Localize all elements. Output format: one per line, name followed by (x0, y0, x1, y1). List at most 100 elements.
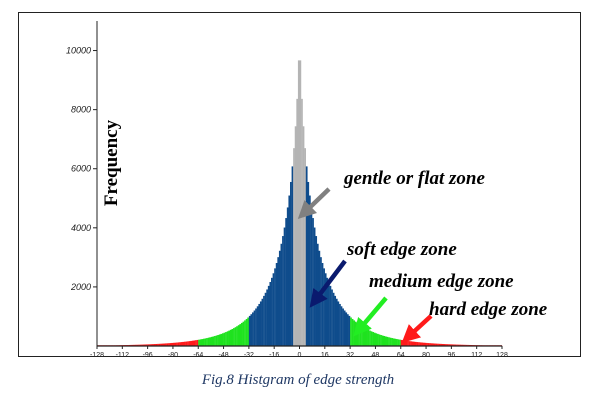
histogram-bar (215, 335, 218, 346)
histogram-bar (134, 344, 137, 346)
histogram-bar (375, 333, 378, 346)
histogram-bar (247, 317, 250, 346)
histogram-bar (214, 335, 216, 346)
x-tick-label: -80 (168, 352, 178, 358)
histogram-bar (256, 306, 259, 346)
histogram-bar (202, 338, 205, 346)
histogram-bar (438, 343, 441, 346)
histogram-bar (146, 344, 148, 346)
histogram-bar (416, 342, 419, 346)
histogram-bar (291, 166, 294, 346)
histogram-bar (141, 344, 144, 346)
histogram-bar (274, 268, 276, 346)
x-tick-label: -112 (116, 352, 130, 358)
x-tick-label: 80 (422, 352, 430, 358)
histogram-bar (212, 336, 215, 346)
histogram-bar (308, 195, 311, 346)
histogram-bar (229, 329, 232, 346)
y-tick-label: 2000 (70, 282, 91, 292)
histogram-bar (378, 334, 381, 346)
histogram-bar (426, 342, 428, 346)
histogram-bar (452, 344, 455, 346)
x-tick-label: 32 (346, 352, 354, 358)
zone-label: soft edge zone (346, 239, 457, 260)
histogram-bar (456, 344, 458, 346)
histogram-bar (446, 344, 449, 346)
histogram-bar (264, 292, 267, 346)
histogram-bar (362, 327, 365, 346)
histogram-bar (312, 218, 314, 346)
x-tick-label: -48 (219, 352, 229, 358)
histogram-bar (348, 315, 351, 346)
histogram-bar (305, 166, 308, 346)
zone-arrow (309, 259, 347, 308)
histogram-bar (386, 336, 389, 346)
histogram-bar (367, 329, 370, 346)
histogram-bar (169, 343, 172, 346)
histogram-bar (195, 340, 197, 346)
histogram-bar (408, 341, 411, 346)
histogram-bar (310, 207, 313, 346)
histogram-bar (272, 273, 275, 346)
histogram-bar (233, 328, 235, 346)
histogram-bar (283, 227, 286, 346)
histogram-bar (327, 282, 330, 346)
histogram-bar (422, 342, 425, 346)
histogram-bar (180, 342, 183, 346)
histogram-bar (397, 339, 400, 346)
histogram-bar (199, 339, 202, 346)
histogram-bar (139, 344, 142, 346)
histogram-bar (157, 343, 159, 346)
histogram-bar (147, 344, 150, 346)
histogram-bar (353, 320, 356, 346)
histogram-bar (234, 327, 237, 346)
histogram-bar (258, 303, 261, 346)
histogram-bar (429, 343, 431, 346)
histogram-bar (153, 344, 156, 346)
histogram-bar (315, 236, 318, 346)
histogram-bar (448, 344, 450, 346)
histogram-bar (337, 301, 340, 346)
x-tick-label: 64 (397, 352, 405, 358)
histogram-bar (278, 250, 281, 346)
x-tick-label: 112 (471, 352, 482, 358)
histogram-bar (346, 314, 349, 346)
histogram-bar (240, 322, 243, 346)
histogram-bar (454, 344, 457, 346)
histogram-bar (193, 340, 196, 346)
histogram-bar (282, 236, 284, 346)
y-tick-label: 10000 (66, 46, 91, 56)
histogram-bar (263, 295, 265, 346)
x-tick-label: 0 (298, 352, 302, 358)
histogram-bar (313, 227, 316, 346)
histogram-bar (252, 312, 254, 346)
histogram-bar (405, 340, 408, 346)
histogram-bar (296, 98, 299, 347)
histogram-bar (418, 342, 420, 346)
histogram-bar (237, 325, 240, 346)
histogram-bar (459, 344, 462, 346)
y-tick-label: 4000 (71, 223, 91, 233)
x-axis-ticks: -128 -112 -96 -80 -64 -48 -32 -16 0 16 32 48 64 80 96 1… (90, 346, 508, 358)
zone-label: gentle or flat zone (343, 168, 485, 189)
histogram-bar (342, 308, 344, 346)
zone-arrow (353, 296, 388, 337)
histogram-bar (411, 341, 414, 346)
histogram-bar (244, 320, 246, 346)
histogram-bar (424, 342, 427, 346)
zone-label: medium edge zone (369, 271, 514, 292)
histogram-bar (228, 330, 231, 346)
histogram-bar (445, 344, 447, 346)
histogram-bar (221, 333, 224, 346)
histogram-bar (209, 337, 212, 346)
histogram-bar (301, 98, 303, 347)
figure-caption: Fig.8 Histgram of edge strength (201, 372, 395, 388)
histogram-bar (304, 148, 306, 346)
histogram-bar (332, 292, 335, 346)
histogram-bar (414, 341, 417, 346)
histogram-bar (334, 295, 337, 346)
histogram-bar (354, 321, 357, 346)
histogram-bar (299, 60, 302, 347)
histogram-bar (329, 285, 332, 346)
